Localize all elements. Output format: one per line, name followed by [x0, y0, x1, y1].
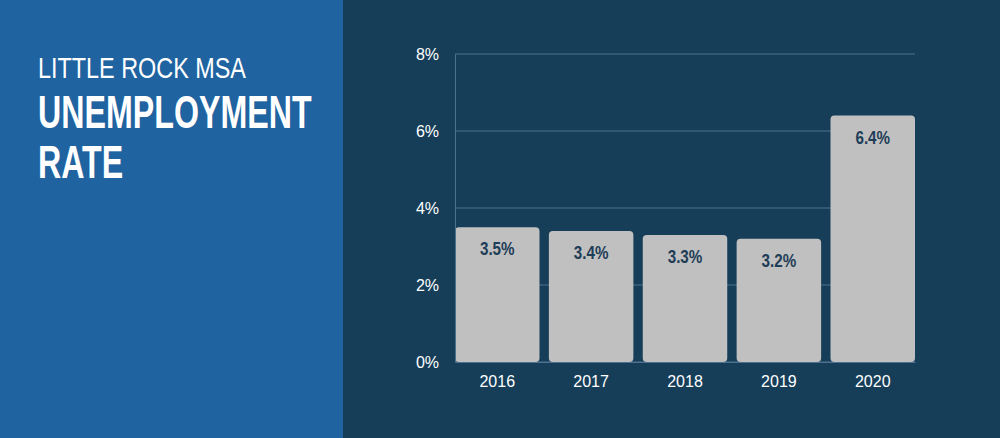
axis-line [456, 362, 916, 363]
tick-label: 2018 [667, 373, 703, 390]
tick: 2017 [573, 362, 609, 390]
tick: 2% [416, 277, 455, 294]
chart: LITTLE ROCK MSAUNEMPLOYMENTRATE 0% 2% 4% 6% 8… [0, 0, 1000, 438]
tick-label: 2% [416, 277, 439, 294]
bar [455, 227, 539, 362]
title: UNEMPLOYMENTRATE [38, 86, 312, 187]
bars [455, 116, 915, 362]
data-label: 3.5% [480, 238, 515, 260]
tick-label: 2020 [855, 373, 891, 390]
title-line: UNEMPLOYMENT [38, 86, 312, 137]
bar [549, 231, 633, 362]
data-label: 6.4% [855, 126, 890, 148]
tick-label: 2017 [573, 373, 609, 390]
title-panel [0, 0, 343, 438]
grid-line [455, 54, 915, 55]
data-label: 3.4% [574, 241, 609, 263]
tick: 2020 [855, 362, 891, 390]
tick-label: 2016 [479, 373, 515, 390]
tick: 0% [416, 354, 455, 371]
tick: 2019 [761, 362, 797, 390]
tick: 2018 [667, 362, 703, 390]
bar [643, 235, 727, 362]
data-label: 3.3% [668, 245, 703, 267]
bar [831, 116, 915, 362]
tick-label: 6% [416, 123, 439, 140]
tick: 2016 [479, 362, 515, 390]
tick-label: 2019 [761, 373, 797, 390]
data-label: 3.2% [762, 249, 797, 271]
grid [455, 54, 915, 362]
tick: 4% [416, 200, 455, 217]
tick: 8% [416, 46, 455, 63]
background [0, 0, 1000, 438]
tick: 6% [416, 123, 455, 140]
subtitle: LITTLE ROCK MSA [38, 51, 246, 84]
x-axis: 2016 2017 2018 2019 2020 [456, 362, 916, 390]
tick-label: 0% [416, 354, 439, 371]
title-line: RATE [38, 136, 123, 187]
tick-label: 8% [416, 46, 439, 63]
y-axis: 0% 2% 4% 6% 8% [416, 46, 456, 371]
axis-line [455, 55, 456, 363]
bar [737, 239, 821, 362]
data-labels: 3.5% 3.4% 3.3% 3.2% 6.4% [480, 126, 890, 271]
tick-label: 4% [416, 200, 439, 217]
